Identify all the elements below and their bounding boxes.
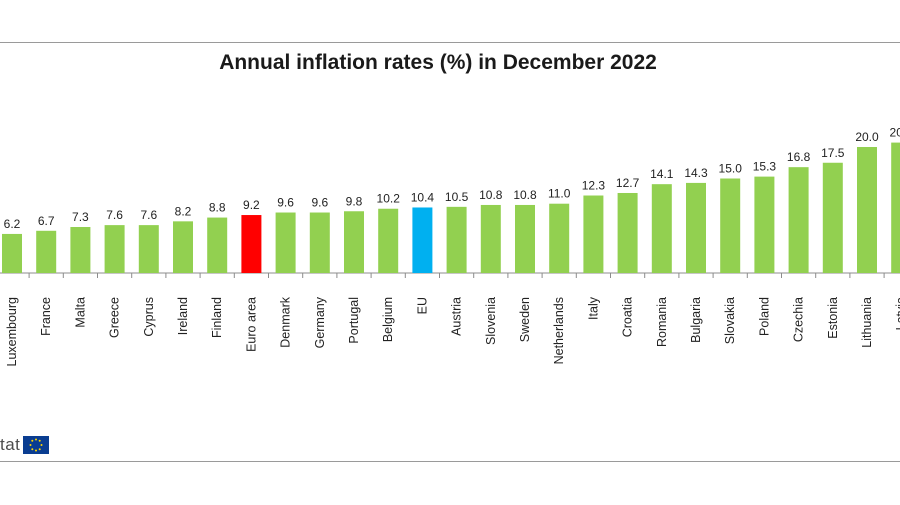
bar-italy xyxy=(583,195,604,273)
category-label-portugal: Portugal xyxy=(347,297,361,344)
value-label-poland: 15.3 xyxy=(753,160,777,174)
value-label-czechia: 16.8 xyxy=(787,150,811,164)
bar-slovakia xyxy=(720,178,741,273)
value-label-latvia: 20.7 xyxy=(890,126,900,140)
bar-slovenia xyxy=(480,204,501,273)
bar-portugal xyxy=(344,211,364,273)
value-label-ireland: 8.2 xyxy=(175,204,192,218)
bar-latvia xyxy=(891,142,900,273)
category-label-latvia: Latvia xyxy=(894,297,900,330)
category-label-netherlands: Netherlands xyxy=(552,297,566,364)
category-label-poland: Poland xyxy=(757,297,771,336)
category-label-lithuania: Lithuania xyxy=(860,297,874,348)
category-label-denmark: Denmark xyxy=(279,296,293,347)
category-label-luxembourg: Luxembourg xyxy=(5,297,19,367)
value-label-denmark: 9.6 xyxy=(277,196,294,210)
chart-title: Annual inflation rates (%) in December 2… xyxy=(219,51,657,74)
bar-croatia xyxy=(617,192,638,273)
bar-romania xyxy=(651,184,672,273)
value-label-netherlands: 11.0 xyxy=(548,187,571,201)
value-label-euro-area: 9.2 xyxy=(243,198,260,212)
value-label-slovakia: 15.0 xyxy=(719,162,743,176)
category-label-france: France xyxy=(39,297,53,336)
category-label-germany: Germany xyxy=(313,296,327,348)
value-label-finland: 8.8 xyxy=(209,201,226,215)
bar-chart: 6.2 Luxembourg 6.7 France 7.3 Malta 7.6 Greece 7… xyxy=(0,126,900,367)
bar-france xyxy=(36,230,57,273)
category-label-cyprus: Cyprus xyxy=(142,297,156,337)
category-label-croatia: Croatia xyxy=(621,297,635,337)
value-label-croatia: 12.7 xyxy=(616,176,640,190)
bar-lithuania xyxy=(857,147,877,273)
eurostat-logo-text: tat xyxy=(0,435,21,454)
eurostat-logo: tat xyxy=(0,435,50,455)
category-label-romania: Romania xyxy=(655,297,669,347)
bar-czechia xyxy=(788,167,809,273)
category-label-slovenia: Slovenia xyxy=(484,297,498,345)
category-label-malta: Malta xyxy=(73,297,87,328)
category-label-bulgaria: Bulgaria xyxy=(689,297,703,343)
category-label-finland: Finland xyxy=(210,297,224,338)
bar-netherlands xyxy=(549,203,570,273)
category-label-czechia: Czechia xyxy=(792,297,806,342)
value-label-germany: 9.6 xyxy=(311,196,328,210)
category-label-euro-area: Euro area xyxy=(244,297,258,352)
bar-eu xyxy=(412,207,433,273)
bar-greece xyxy=(104,225,125,273)
value-label-luxembourg: 6.2 xyxy=(4,217,21,231)
category-label-austria: Austria xyxy=(450,297,464,336)
category-label-eu: EU xyxy=(415,297,429,314)
bar-euro-area xyxy=(241,215,262,273)
value-label-italy: 12.3 xyxy=(582,179,606,193)
value-label-malta: 7.3 xyxy=(72,210,89,224)
eu-flag-icon xyxy=(23,436,50,454)
value-label-greece: 7.6 xyxy=(106,208,123,222)
bar-cyprus xyxy=(138,225,159,273)
bar-germany xyxy=(309,212,330,273)
bar-sweden xyxy=(515,204,535,273)
bar-finland xyxy=(207,217,228,273)
bar-poland xyxy=(754,176,775,273)
value-label-eu: 10.4 xyxy=(411,190,435,204)
category-label-italy: Italy xyxy=(586,296,600,320)
bar-estonia xyxy=(822,162,843,273)
category-label-slovakia: Slovakia xyxy=(723,297,737,344)
bar-ireland xyxy=(173,221,193,273)
value-label-sweden: 10.8 xyxy=(513,188,537,202)
value-label-estonia: 17.5 xyxy=(821,146,845,160)
category-label-estonia: Estonia xyxy=(826,297,840,339)
bar-luxembourg xyxy=(2,233,22,273)
value-label-france: 6.7 xyxy=(38,214,55,228)
bar-denmark xyxy=(275,212,296,273)
bar-malta xyxy=(70,227,91,273)
bar-bulgaria xyxy=(686,182,706,273)
value-label-cyprus: 7.6 xyxy=(140,208,157,222)
category-label-greece: Greece xyxy=(108,297,122,338)
value-label-bulgaria: 14.3 xyxy=(684,166,708,180)
category-label-ireland: Ireland xyxy=(176,297,190,335)
category-label-belgium: Belgium xyxy=(381,297,395,342)
value-label-slovenia: 10.8 xyxy=(479,188,503,202)
bar-belgium xyxy=(378,208,399,273)
value-label-austria: 10.5 xyxy=(445,190,469,204)
value-label-romania: 14.1 xyxy=(650,167,674,181)
value-label-portugal: 9.8 xyxy=(346,194,363,208)
chart-frame: Annual inflation rates (%) in December 2… xyxy=(0,42,900,462)
value-label-belgium: 10.2 xyxy=(377,192,401,206)
bar-austria xyxy=(446,206,467,273)
category-label-sweden: Sweden xyxy=(518,297,532,342)
value-label-lithuania: 20.0 xyxy=(855,130,879,144)
